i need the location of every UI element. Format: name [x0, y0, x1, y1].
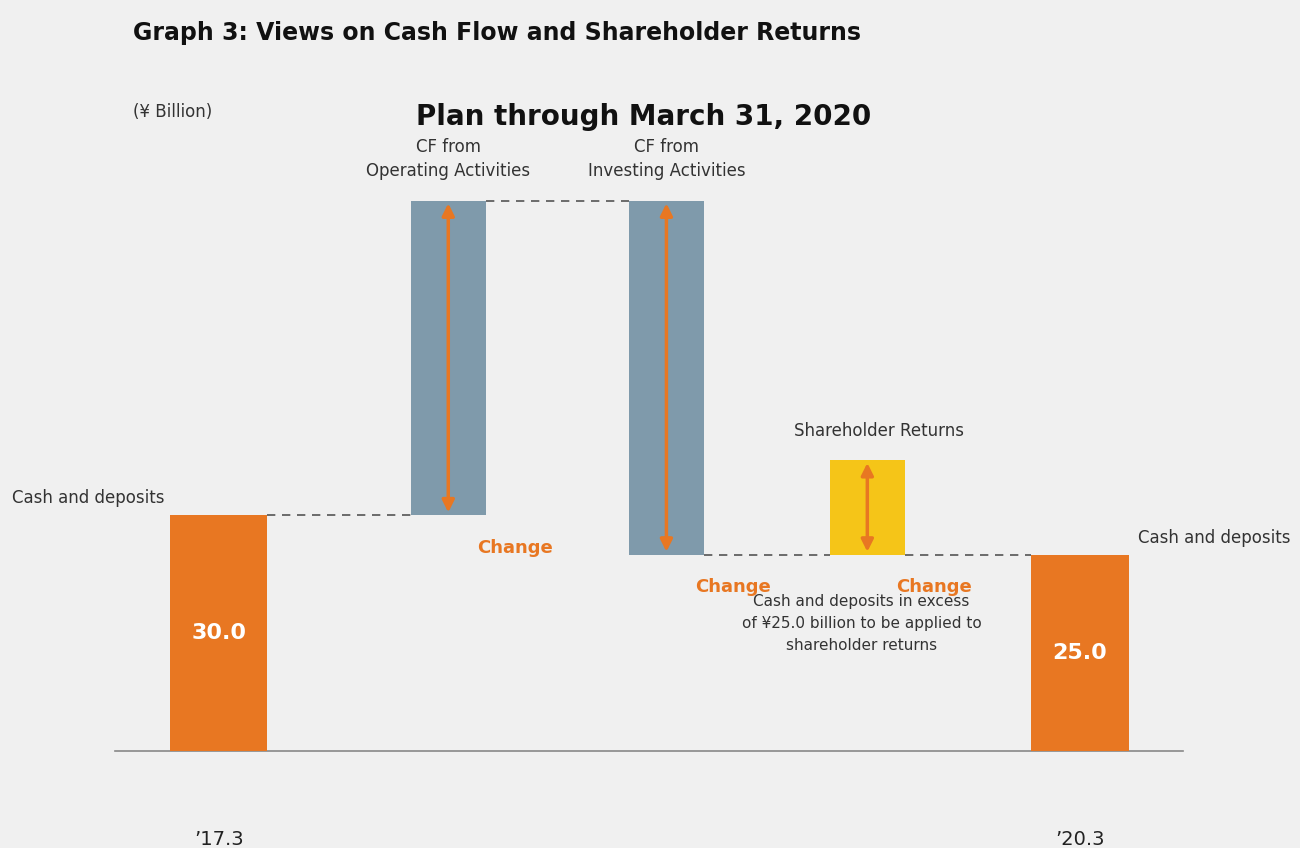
Text: CF from
Operating Activities: CF from Operating Activities [367, 138, 530, 180]
FancyBboxPatch shape [629, 201, 703, 555]
Text: Plan through March 31, 2020: Plan through March 31, 2020 [416, 103, 871, 131]
Text: Cash and deposits: Cash and deposits [12, 489, 164, 507]
Text: (¥ Billion): (¥ Billion) [133, 103, 212, 121]
Text: Change: Change [896, 578, 972, 596]
FancyBboxPatch shape [1031, 555, 1128, 751]
Text: ’20.3: ’20.3 [1056, 830, 1105, 848]
Text: 30.0: 30.0 [191, 623, 246, 644]
Text: Cash and deposits: Cash and deposits [1138, 528, 1290, 547]
Text: Change: Change [477, 538, 552, 557]
Text: ’17.3: ’17.3 [194, 830, 243, 848]
FancyBboxPatch shape [170, 516, 268, 751]
Text: 25.0: 25.0 [1053, 643, 1108, 663]
FancyBboxPatch shape [411, 201, 486, 516]
Text: Shareholder Returns: Shareholder Returns [794, 421, 963, 439]
Text: Change: Change [696, 578, 771, 596]
FancyBboxPatch shape [829, 460, 905, 555]
Text: CF from
Investing Activities: CF from Investing Activities [588, 138, 745, 180]
Text: Cash and deposits in excess
of ¥25.0 billion to be applied to
shareholder return: Cash and deposits in excess of ¥25.0 bil… [742, 594, 982, 653]
Text: Graph 3: Views on Cash Flow and Shareholder Returns: Graph 3: Views on Cash Flow and Sharehol… [133, 20, 861, 45]
